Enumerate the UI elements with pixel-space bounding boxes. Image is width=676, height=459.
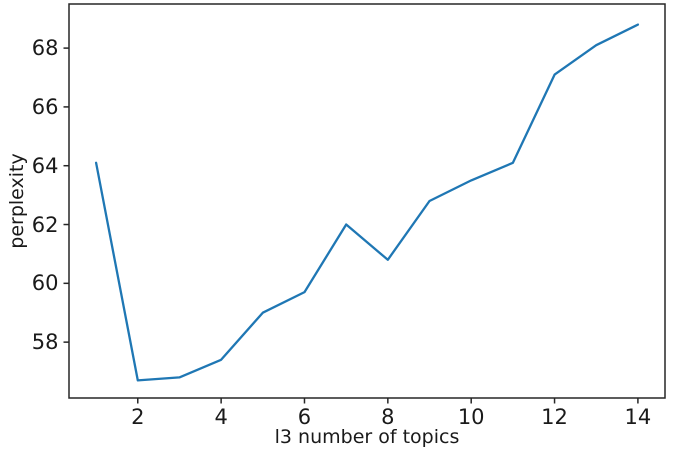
y-tick-label: 58 bbox=[31, 330, 59, 355]
y-tick-label: 62 bbox=[31, 212, 59, 237]
x-tick-label: 4 bbox=[214, 405, 228, 429]
y-tick-label: 64 bbox=[31, 153, 59, 178]
axes-spines bbox=[68, 3, 666, 399]
x-axis-label: l3 number of topics bbox=[274, 426, 460, 448]
y-tick-label: 60 bbox=[31, 271, 59, 296]
x-tick-label: 2 bbox=[131, 405, 145, 429]
y-tick-label: 68 bbox=[31, 36, 59, 61]
x-tick-label: 12 bbox=[541, 405, 568, 429]
y-tick-label: 66 bbox=[31, 94, 59, 119]
x-tick-label: 8 bbox=[381, 405, 395, 429]
x-tick-label: 10 bbox=[457, 405, 485, 429]
x-tick-label: 6 bbox=[297, 405, 312, 429]
x-tick-label: 14 bbox=[624, 405, 652, 429]
perplexity-line bbox=[94, 23, 640, 382]
y-axis-label: perplexity bbox=[6, 153, 28, 249]
